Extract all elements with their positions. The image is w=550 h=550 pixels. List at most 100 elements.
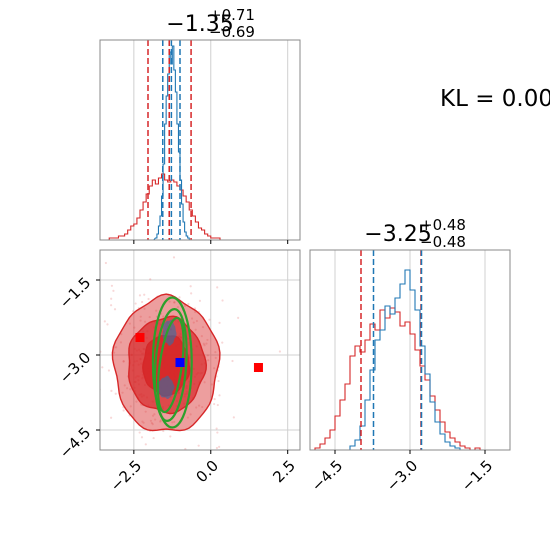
bl-sample-point [151, 414, 155, 417]
bl-sample-point [40, 449, 42, 451]
bl-sample-point [129, 405, 132, 408]
bl-sample-point [221, 299, 224, 302]
bl-sample-point [138, 431, 141, 434]
bl-sample-point [213, 398, 216, 401]
bl-sample-point [217, 379, 220, 383]
bl-sample-point [169, 435, 172, 438]
bl-sample-point [213, 367, 216, 370]
bl-sample-point [113, 308, 117, 311]
br-blue-histogram [345, 269, 465, 450]
bl-blue-marker [175, 358, 185, 367]
bl-sample-point [197, 444, 200, 447]
bl-sample-point [168, 300, 171, 303]
bl-sample-point [143, 307, 146, 310]
bl-sample-point [202, 342, 205, 345]
bl-sample-point [122, 409, 125, 412]
bl-sample-point [215, 446, 219, 450]
panel-top-left-histogram: −1.35 +0.71 −0.69 [99, 6, 301, 244]
title-bottom-right-sup: +0.48 [420, 216, 466, 234]
bl-sample-point [200, 335, 203, 338]
bl-sample-point [138, 294, 142, 297]
br-red-histogram [310, 307, 485, 450]
bl-sample-point [173, 301, 176, 304]
bl-sample-point [121, 391, 124, 394]
title-top-left-sub: −0.69 [209, 23, 255, 41]
tl-blue-histogram [152, 45, 191, 240]
bl-sample-point [131, 310, 135, 313]
bl-green-ellipse-2 [151, 296, 193, 429]
bl-sample-point [133, 326, 136, 329]
bl-sample-point [135, 400, 138, 403]
bl-sample-point [173, 301, 176, 304]
bl-sample-point [207, 359, 210, 362]
bl-sample-point [203, 381, 206, 384]
bl-sample-point [218, 445, 221, 448]
bl-sample-point [194, 328, 197, 331]
bl-sample-point [189, 413, 192, 416]
bl-sample-point [152, 436, 155, 440]
bl-sample-point [126, 387, 129, 390]
bl-red-marker-2 [253, 363, 263, 372]
bl-sample-point [104, 261, 108, 265]
bl-sample-point [110, 389, 113, 393]
title-top-left: −1.35 [166, 12, 233, 37]
bl-sample-point [162, 315, 165, 318]
bl-sample-point [214, 351, 217, 354]
bl-sample-point [201, 325, 205, 329]
title-top-left-main: −1.35 [166, 12, 233, 37]
bl-sample-point [210, 383, 213, 386]
bl-sample-point [144, 410, 147, 413]
bl-sample-point [172, 256, 176, 259]
bl-xtick-label-0: −2.5 [107, 457, 145, 495]
bl-sample-point [178, 296, 181, 299]
bl-sample-point [129, 388, 132, 391]
bl-sample-point [159, 419, 162, 422]
bl-sample-point [153, 413, 156, 416]
bl-sample-point [216, 431, 219, 434]
bl-sample-point [158, 506, 160, 508]
bl-sample-point [232, 416, 235, 419]
bl-sample-point [110, 297, 113, 300]
bl-sample-point [148, 315, 151, 319]
bl-sample-point [145, 450, 147, 452]
bl-sample-point [216, 286, 219, 289]
bl-sample-point [154, 418, 157, 421]
bl-sample-point [139, 315, 142, 318]
bl-sample-point [218, 394, 221, 397]
bl-sample-point [237, 316, 240, 319]
bl-sample-point [176, 305, 180, 309]
bl-sample-point [278, 350, 282, 353]
title-top-left-sup: +0.71 [209, 6, 255, 24]
bl-sample-point [198, 299, 202, 302]
br-xtick-label-2: −1.5 [458, 457, 496, 495]
bl-sample-point [192, 321, 195, 324]
bl-sample-point [162, 429, 165, 433]
bl-sample-point [215, 427, 218, 430]
bl-sample-point [95, 348, 97, 350]
bl-sample-point [208, 318, 211, 321]
bl-sample-point [183, 304, 187, 308]
bl-sample-point [216, 403, 219, 407]
bl-sample-point [106, 323, 109, 326]
bl-sample-point [113, 351, 116, 354]
bl-sample-point [155, 309, 158, 312]
bl-sample-point [142, 421, 145, 424]
bl-sample-point [203, 344, 206, 347]
bl-sample-point [143, 293, 146, 296]
bl-sample-point [190, 292, 193, 295]
bl-xtick-label-1: 0.0 [192, 457, 222, 487]
bl-ytick-label-2: −4.5 [56, 424, 94, 462]
br-xtick-label-0: −4.5 [308, 457, 346, 495]
bl-red-marker-1 [135, 333, 145, 342]
bl-ytick-label-0: −1.5 [56, 274, 94, 312]
bl-sample-point [140, 436, 144, 439]
bl-sample-point [218, 321, 221, 324]
panel-bottom-right-histogram: −4.5 −3.0 −1.5 −3.25 +0.48 −0.48 [308, 216, 511, 495]
bl-sample-point [147, 297, 150, 301]
bl-sample-point [101, 366, 104, 369]
bl-sample-point [141, 420, 144, 423]
bl-sample-point [159, 420, 162, 423]
bl-sample-point [184, 447, 187, 450]
bl-sample-point [197, 404, 201, 407]
bl-sample-point [119, 341, 123, 344]
